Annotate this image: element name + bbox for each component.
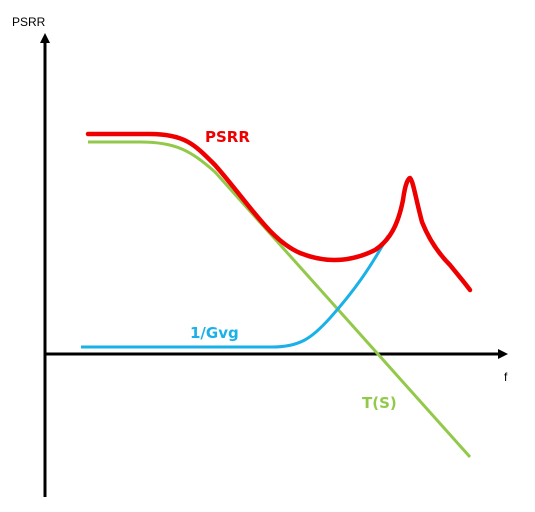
ts-curve-label: T(S)	[362, 394, 397, 412]
psrr-curve-label: PSRR	[205, 128, 250, 146]
y-axis-label: PSRR	[12, 15, 46, 29]
x-axis-label: f	[504, 370, 508, 384]
inv-gvg-curve	[81, 235, 390, 349]
inv-gvg-curve-label: 1/Gvg	[190, 324, 239, 342]
psrr-curve	[85, 131, 473, 293]
ts-curve	[88, 140, 472, 459]
